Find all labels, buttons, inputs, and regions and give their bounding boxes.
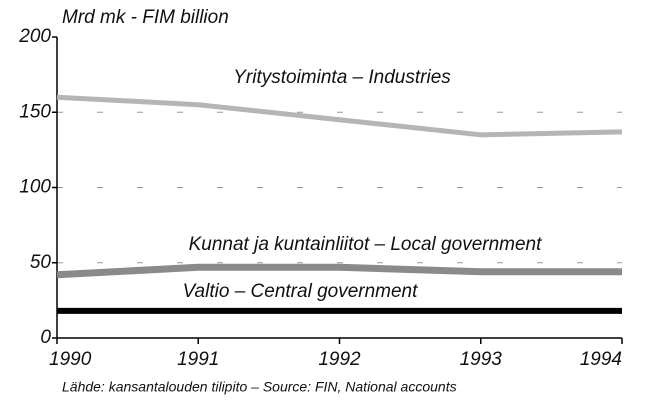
x-tick-label: 1990 bbox=[49, 349, 92, 370]
series-label: Valtio – Central government bbox=[183, 281, 419, 302]
x-tick-label: 1993 bbox=[460, 349, 503, 370]
series-line bbox=[56, 263, 622, 279]
y-tick-label: 150 bbox=[19, 101, 51, 122]
y-tick-label: 50 bbox=[30, 252, 52, 273]
x-tick-label: 1991 bbox=[177, 349, 219, 370]
series-line bbox=[56, 94, 623, 138]
source-note: Lähde: kansantalouden tilipito – Source:… bbox=[62, 379, 457, 395]
series-label: Yritystoiminta – Industries bbox=[233, 67, 451, 88]
y-tick-label: 200 bbox=[18, 26, 51, 47]
y-tick-label: 100 bbox=[19, 177, 51, 198]
series-label: Kunnat ja kuntainliitot – Local governme… bbox=[189, 234, 543, 255]
y-tick-label: 0 bbox=[40, 327, 51, 348]
x-tick-label: 1994 bbox=[580, 349, 622, 370]
x-tick-label: 1992 bbox=[318, 349, 361, 370]
axis-title: Mrd mk - FIM billion bbox=[62, 7, 229, 28]
